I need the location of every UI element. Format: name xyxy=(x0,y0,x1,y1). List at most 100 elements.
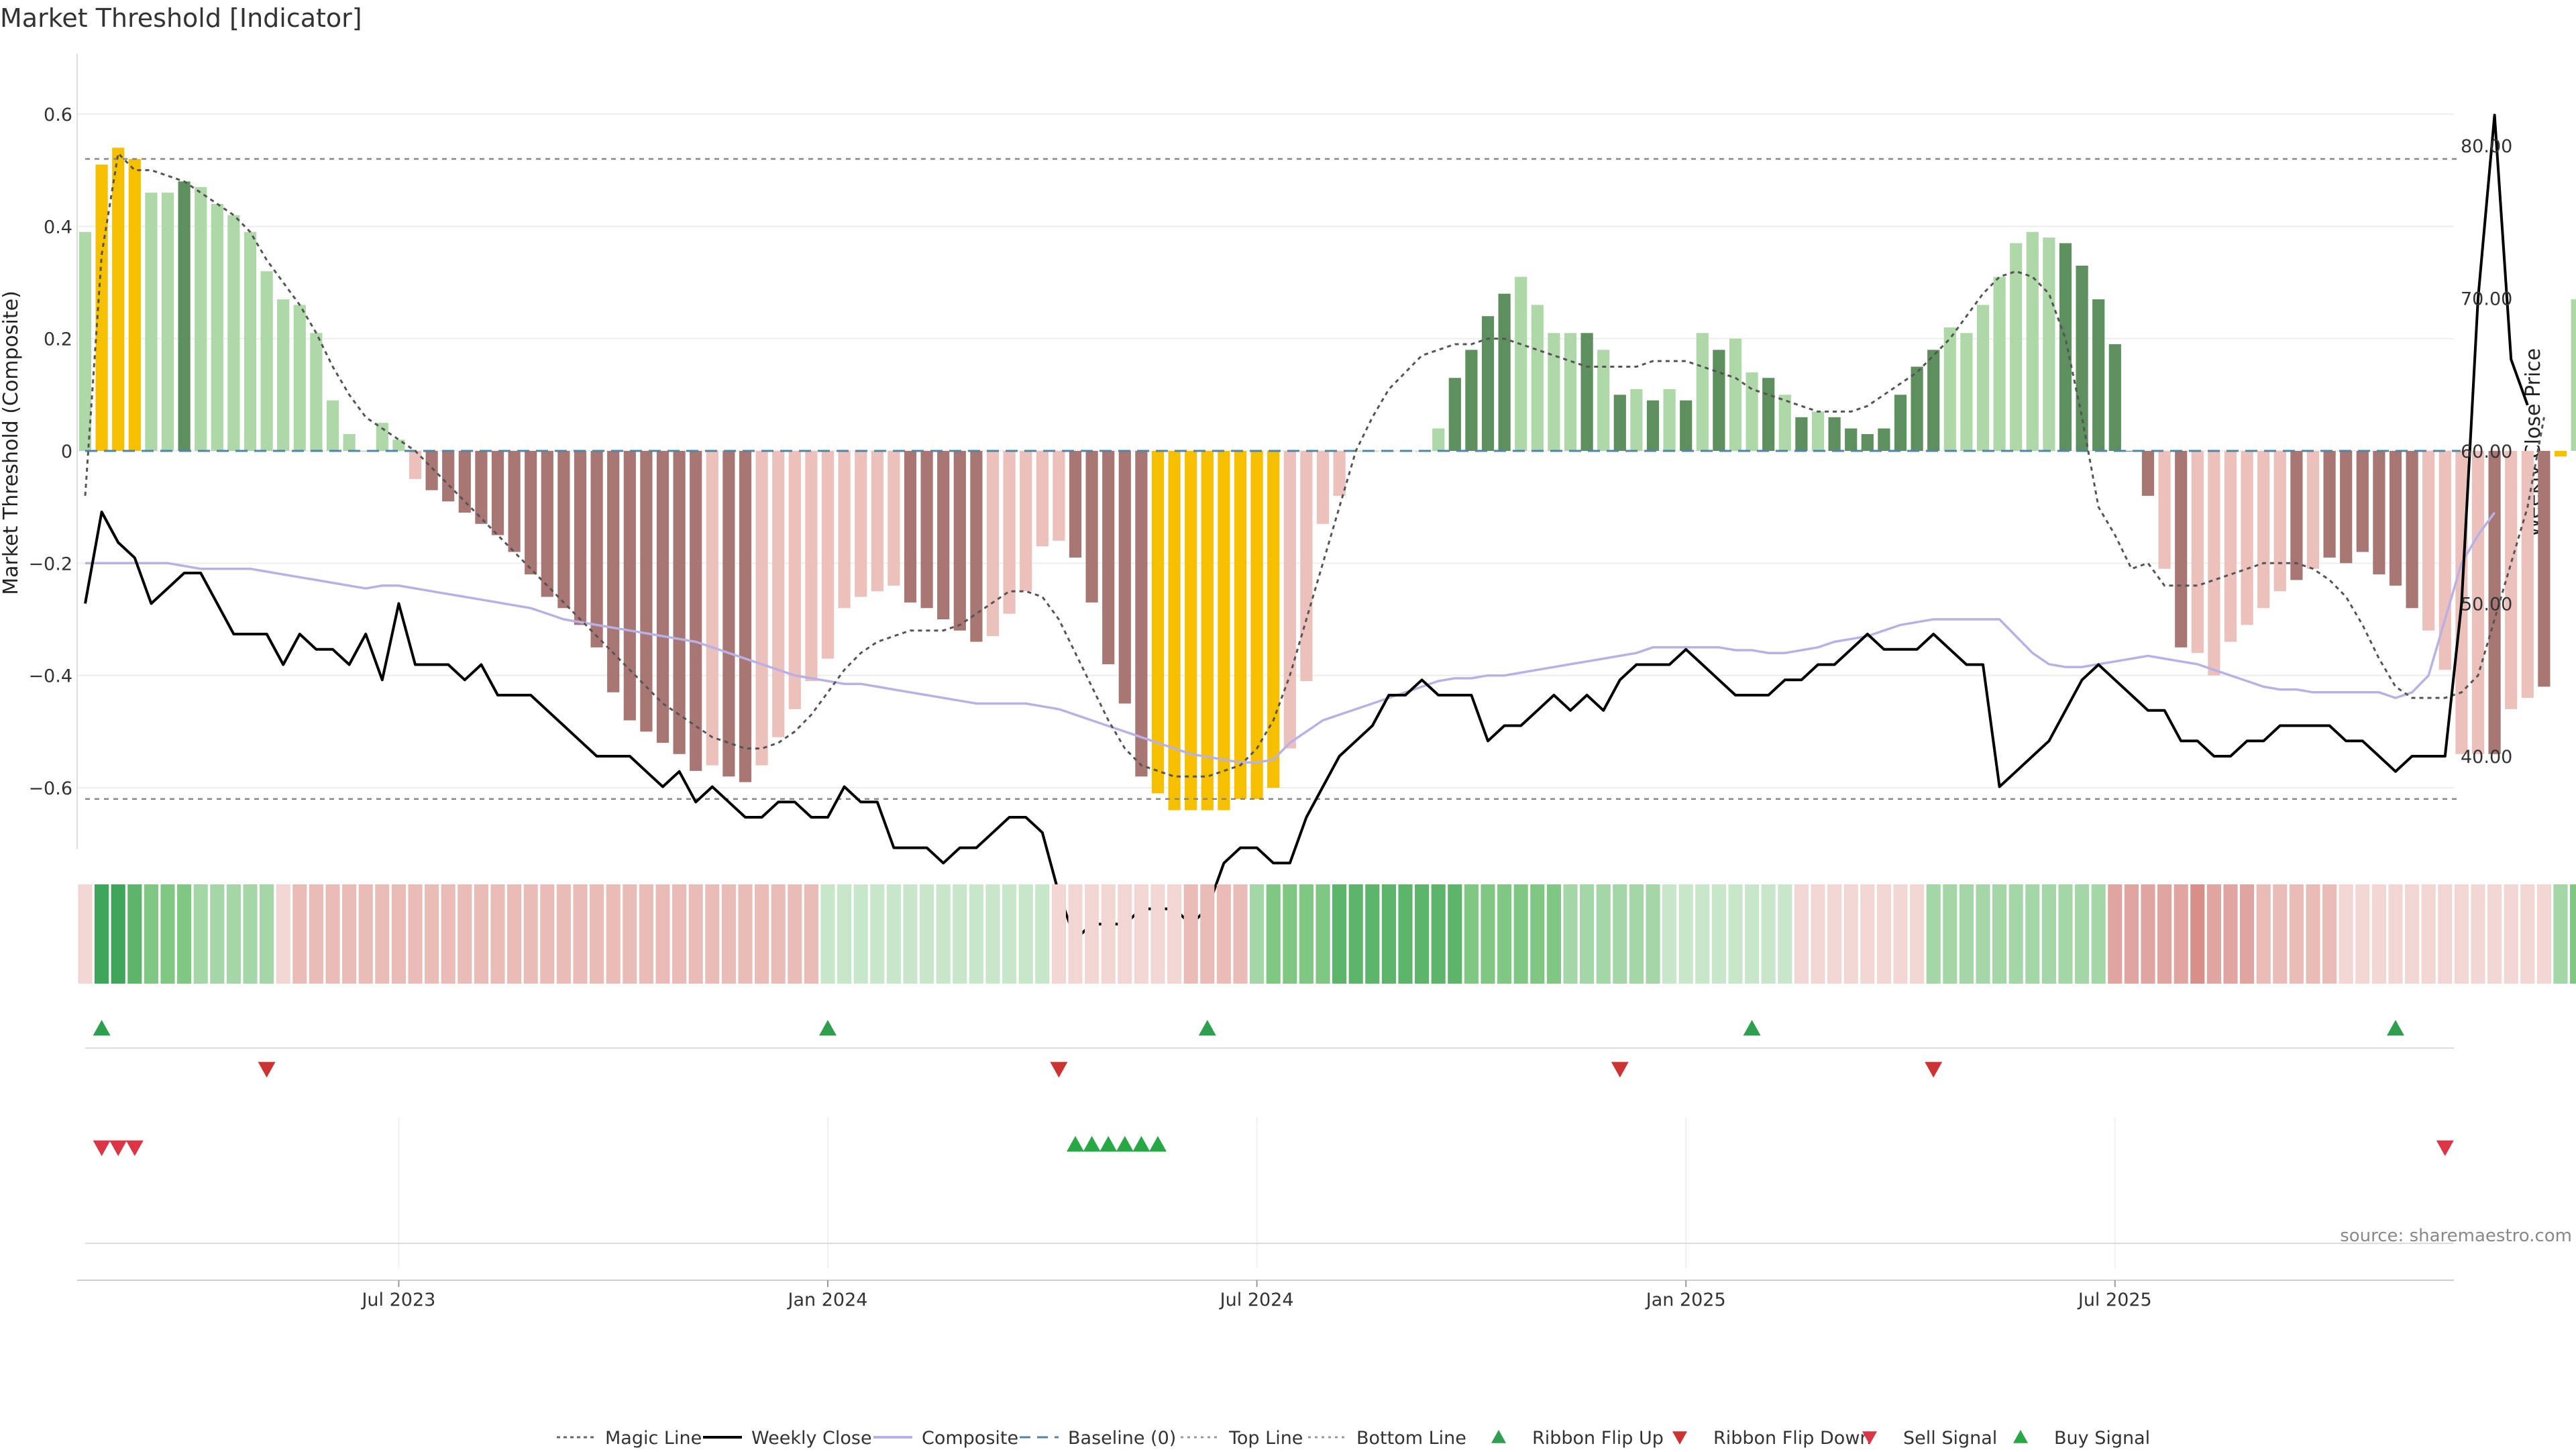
ribbon-cell xyxy=(721,884,736,984)
sell-signal-marker xyxy=(2436,1140,2454,1156)
threshold-bar xyxy=(1515,276,1527,451)
ribbon-cell xyxy=(1992,884,2007,984)
ribbon-cell xyxy=(292,884,307,984)
threshold-bar xyxy=(1630,388,1643,451)
threshold-bar xyxy=(195,187,207,451)
threshold-bar xyxy=(1993,276,2006,451)
ribbon-cell xyxy=(1728,884,1743,984)
threshold-bar xyxy=(1729,338,1742,451)
threshold-bar xyxy=(1069,451,1082,558)
ribbon-cell xyxy=(804,884,818,984)
threshold-bar xyxy=(458,451,471,513)
threshold-bar xyxy=(1778,395,1791,451)
threshold-bar xyxy=(1316,451,1330,524)
ribbon-flip-down-marker xyxy=(1925,1061,1943,1078)
legend-label: Weekly Close xyxy=(751,1428,872,1449)
threshold-bar xyxy=(1465,350,1478,451)
threshold-bar xyxy=(475,451,488,524)
y-tick-label: −0.2 xyxy=(28,554,72,574)
threshold-bar xyxy=(1250,451,1263,799)
threshold-bar xyxy=(706,451,718,766)
ribbon-cell xyxy=(1794,884,1809,984)
ribbon-cell xyxy=(1018,884,1033,984)
threshold-bar xyxy=(920,451,933,609)
ribbon-cell xyxy=(886,884,901,984)
ribbon-cell xyxy=(1035,884,1050,984)
ribbon-cell xyxy=(127,884,142,984)
ribbon-cell xyxy=(2256,884,2271,984)
ribbon-cell xyxy=(243,884,258,984)
grid-layer xyxy=(77,113,2454,1268)
legend-label: Ribbon Flip Down xyxy=(1713,1428,1872,1449)
ribbon-cell xyxy=(1381,884,1396,984)
ribbon-cell xyxy=(2504,884,2518,984)
ribbon-cell xyxy=(1283,884,1297,984)
ribbon-cell xyxy=(639,884,653,984)
threshold-bar xyxy=(1713,350,1725,451)
threshold-bar xyxy=(78,231,92,451)
ribbon-cell xyxy=(1200,884,1215,984)
threshold-bar xyxy=(1597,350,1610,451)
threshold-bar xyxy=(871,451,883,592)
ribbon-cell xyxy=(1910,884,1925,984)
ribbon-cell xyxy=(523,884,538,984)
ribbon-cell xyxy=(1530,884,1545,984)
legend-swatch xyxy=(1672,1431,1687,1445)
ribbon-cell xyxy=(2108,884,2123,984)
ribbon-cell xyxy=(1893,884,1908,984)
threshold-bar xyxy=(1894,395,1907,451)
threshold-bar xyxy=(1300,451,1313,682)
ribbon-cell xyxy=(1711,884,1726,984)
threshold-bar xyxy=(1564,333,1577,451)
threshold-bar xyxy=(178,181,191,451)
threshold-bar xyxy=(739,451,752,782)
x-tick-label: Jan 2025 xyxy=(1645,1290,1726,1310)
ribbon-cell xyxy=(1068,884,1083,984)
threshold-bar xyxy=(2191,451,2204,654)
ribbon-cell xyxy=(1563,884,1578,984)
ribbon-cell xyxy=(1976,884,1990,984)
threshold-bar xyxy=(1845,428,1858,451)
threshold-bar xyxy=(986,451,1000,637)
ribbon-layer xyxy=(78,884,2576,984)
legend-label: Bottom Line xyxy=(1356,1428,1466,1449)
ribbon-cell xyxy=(837,884,852,984)
threshold-bar xyxy=(2108,344,2121,451)
threshold-bar xyxy=(2257,451,2270,609)
threshold-bar xyxy=(2043,238,2055,451)
threshold-bar xyxy=(821,451,835,659)
ribbon-cell xyxy=(1481,884,1495,984)
threshold-bar xyxy=(772,451,785,737)
ribbon-cell xyxy=(1167,884,1182,984)
threshold-bar xyxy=(2026,231,2039,451)
threshold-bar xyxy=(838,451,851,609)
legend-item: Magic Line xyxy=(557,1428,702,1449)
threshold-bar xyxy=(656,451,669,743)
ribbon-cell xyxy=(1843,884,1858,984)
threshold-bar xyxy=(2438,451,2451,670)
legend-swatch xyxy=(2013,1430,2028,1443)
threshold-bar xyxy=(1927,350,1940,451)
legend-label: Baseline (0) xyxy=(1068,1428,1176,1449)
legend-swatch xyxy=(1491,1430,1506,1443)
ribbon-cell xyxy=(2091,884,2106,984)
ribbon-cell xyxy=(2520,884,2535,984)
threshold-bar xyxy=(1498,293,1511,451)
ribbon-cell xyxy=(985,884,1000,984)
ribbon-cell xyxy=(738,884,753,984)
ribbon-cell xyxy=(1250,884,1265,984)
ribbon-cell xyxy=(573,884,588,984)
ribbon-cell xyxy=(1134,884,1148,984)
buy-signal-marker xyxy=(1132,1136,1150,1152)
ribbon-cell xyxy=(375,884,390,984)
threshold-bar xyxy=(161,193,174,451)
threshold-bar xyxy=(690,451,702,771)
threshold-bar xyxy=(1646,400,1660,451)
threshold-bar xyxy=(953,451,966,631)
threshold-bar xyxy=(2092,299,2105,451)
ribbon-cell xyxy=(1513,884,1528,984)
ribbon-cell xyxy=(1101,884,1116,984)
threshold-bar xyxy=(2389,451,2402,586)
ribbon-flip-down-marker xyxy=(258,1061,276,1078)
sell-signal-marker xyxy=(109,1140,127,1156)
